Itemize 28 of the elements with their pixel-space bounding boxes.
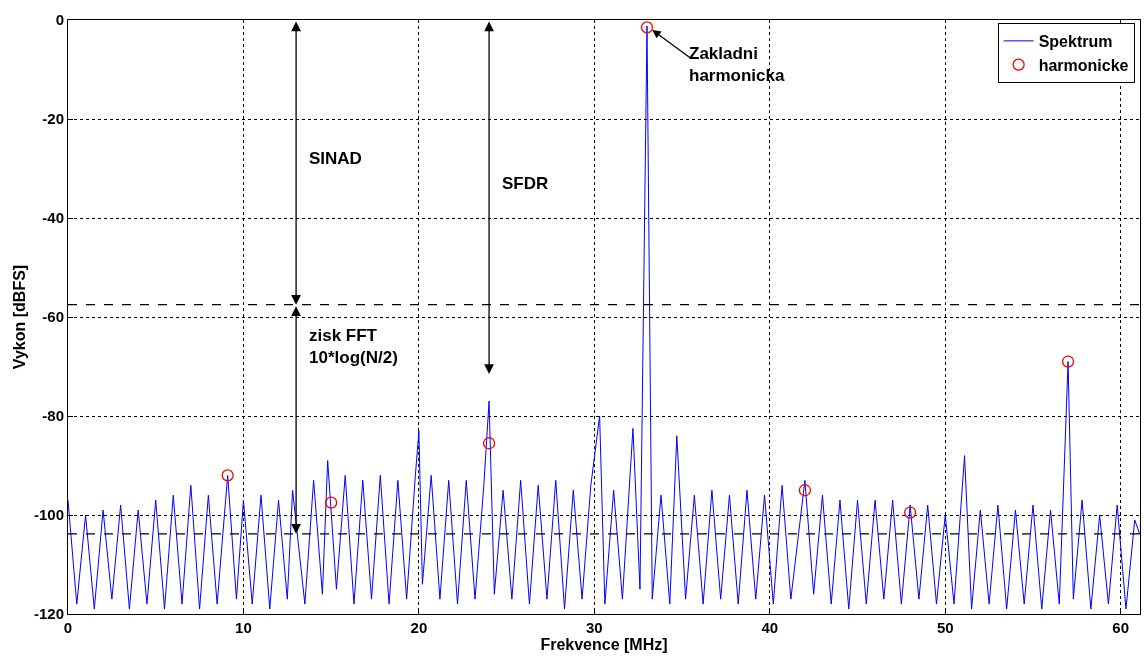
point bbox=[640, 21, 654, 34]
y-tick-label: -120 bbox=[33, 605, 64, 623]
annotation: zisk FFT 10*log(N/2) bbox=[309, 326, 398, 368]
legend-label: harmonicke bbox=[1038, 56, 1129, 74]
annotation: Zakladni harmonicka bbox=[689, 44, 785, 86]
x-tick-label: 30 bbox=[586, 619, 603, 636]
annotation: SINAD bbox=[309, 149, 362, 168]
x-axis-title: Frekvence [MHz] bbox=[540, 636, 668, 653]
y-tick-label: -40 bbox=[42, 209, 64, 227]
point bbox=[482, 437, 496, 450]
x-tick-label: 40 bbox=[761, 619, 779, 636]
legend-label: Spektrum bbox=[1038, 33, 1113, 51]
y-axis-title: Vykon [dBFS] bbox=[10, 264, 28, 370]
y-tick-label: -80 bbox=[42, 407, 64, 425]
x-tick-label: 10 bbox=[235, 619, 252, 636]
x-tick-label: 20 bbox=[410, 619, 428, 636]
point bbox=[1061, 355, 1075, 368]
point bbox=[798, 484, 812, 497]
y-tick-label: -100 bbox=[33, 506, 64, 524]
point bbox=[904, 506, 917, 519]
point bbox=[325, 496, 338, 509]
y-tick-label: 0 bbox=[55, 11, 64, 29]
annotation: SFDR bbox=[502, 174, 549, 193]
point bbox=[221, 469, 234, 482]
y-tick-label: -20 bbox=[42, 110, 64, 128]
x-tick-label: 60 bbox=[1112, 619, 1130, 636]
x-tick-label: 50 bbox=[936, 619, 954, 636]
y-tick-label: -60 bbox=[42, 308, 64, 326]
